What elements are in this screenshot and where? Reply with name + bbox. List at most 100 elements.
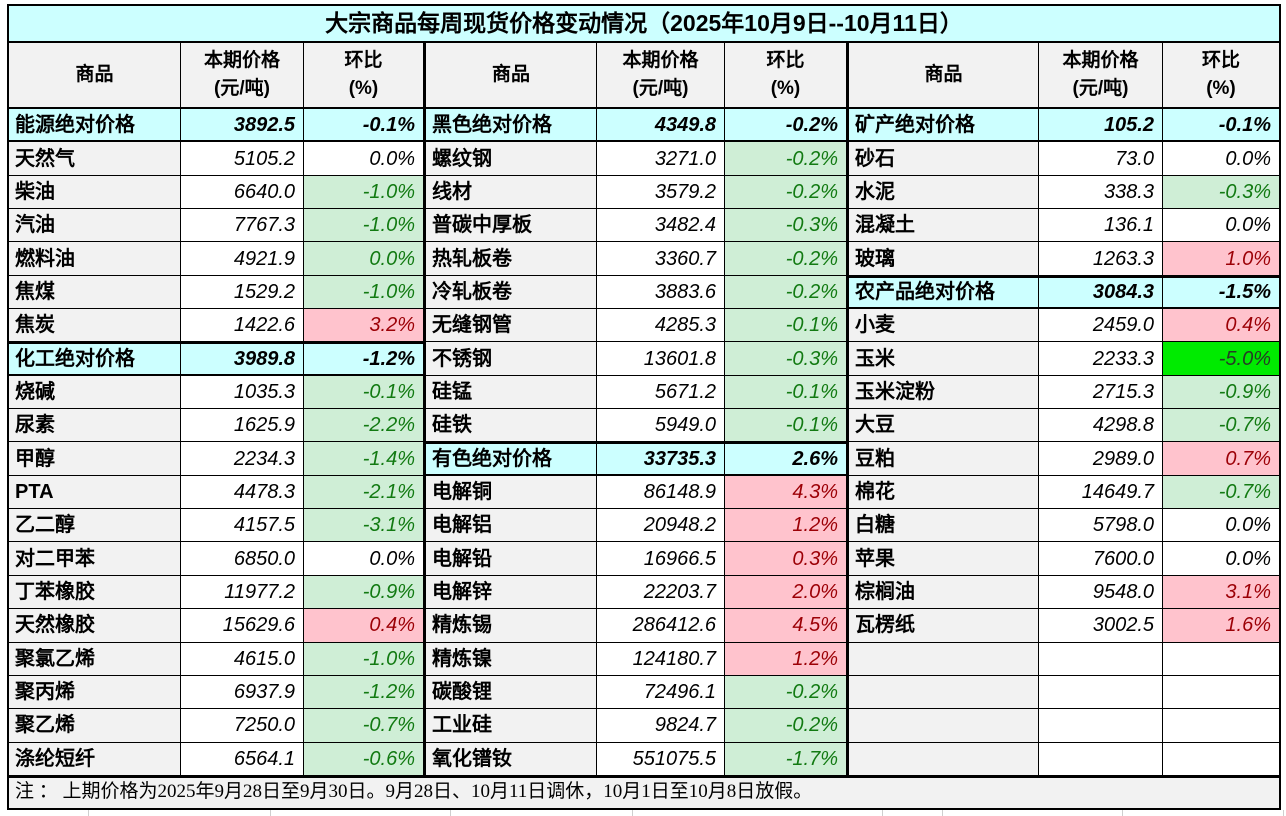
commodity-name-cell: 玉米 bbox=[849, 342, 1039, 376]
category-price-cell: 4349.8 bbox=[597, 109, 725, 143]
price-cell: 1422.6 bbox=[181, 309, 304, 343]
price-cell: 3360.7 bbox=[597, 242, 725, 276]
change-cell: -0.1% bbox=[304, 375, 426, 410]
change-cell: -1.0% bbox=[304, 642, 426, 676]
change-cell: 0.7% bbox=[1163, 442, 1279, 476]
commodity-name-cell: 精炼锡 bbox=[426, 609, 597, 643]
commodity-name-cell: 电解铝 bbox=[426, 509, 597, 543]
gridline-stub bbox=[1122, 810, 1123, 816]
header-current-price: 本期价格 (元/吨) bbox=[597, 43, 725, 109]
commodity-name-cell: 汽油 bbox=[9, 209, 181, 243]
category-change-cell: 2.6% bbox=[725, 442, 849, 476]
price-cell: 4298.8 bbox=[1039, 409, 1163, 443]
category-name-cell: 化工绝对价格 bbox=[9, 342, 181, 376]
commodity-name-cell: 棕榈油 bbox=[849, 575, 1039, 610]
price-cell: 14649.7 bbox=[1039, 475, 1163, 510]
change-cell: -0.2% bbox=[725, 675, 849, 710]
category-change-cell: -0.2% bbox=[725, 109, 849, 143]
commodity-name-cell: 电解锌 bbox=[426, 575, 597, 610]
change-cell: -2.2% bbox=[304, 409, 426, 443]
commodity-name-cell: 柴油 bbox=[9, 175, 181, 210]
price-cell: 1625.9 bbox=[181, 409, 304, 443]
price-cell: 3482.4 bbox=[597, 209, 725, 243]
commodity-name-cell: 无缝钢管 bbox=[426, 309, 597, 343]
category-price-cell: 3989.8 bbox=[181, 342, 304, 376]
gridline-stub bbox=[450, 810, 451, 816]
commodity-name-cell: 不锈钢 bbox=[426, 342, 597, 376]
commodity-name-cell: 聚丙烯 bbox=[9, 675, 181, 710]
commodity-name-cell: 氧化镨钕 bbox=[426, 742, 597, 776]
price-cell: 9824.7 bbox=[597, 709, 725, 743]
change-cell: 0.4% bbox=[1163, 309, 1279, 343]
price-cell: 5798.0 bbox=[1039, 509, 1163, 543]
change-cell: 0.0% bbox=[304, 142, 426, 176]
change-cell bbox=[1163, 742, 1279, 776]
commodity-name-cell: 焦炭 bbox=[9, 309, 181, 343]
gridline-stub bbox=[270, 810, 271, 816]
category-name-cell: 农产品绝对价格 bbox=[849, 275, 1039, 310]
commodity-name-cell: 天然橡胶 bbox=[9, 609, 181, 643]
header-current-price: 本期价格 (元/吨) bbox=[1039, 43, 1163, 109]
price-cell: 15629.6 bbox=[181, 609, 304, 643]
category-price-cell: 3084.3 bbox=[1039, 275, 1163, 310]
category-name-cell: 能源绝对价格 bbox=[9, 109, 181, 143]
price-cell: 22203.7 bbox=[597, 575, 725, 610]
change-cell: 1.2% bbox=[725, 642, 849, 676]
commodity-name-cell bbox=[849, 742, 1039, 776]
price-cell: 2233.3 bbox=[1039, 342, 1163, 376]
price-cell bbox=[1039, 709, 1163, 743]
price-cell: 2715.3 bbox=[1039, 375, 1163, 410]
category-change-cell: -0.1% bbox=[1163, 109, 1279, 143]
price-cell: 3002.5 bbox=[1039, 609, 1163, 643]
price-cell: 16966.5 bbox=[597, 542, 725, 576]
header-wow-change: 环比 (%) bbox=[725, 43, 849, 109]
change-cell: -3.1% bbox=[304, 509, 426, 543]
commodity-name-cell: 尿素 bbox=[9, 409, 181, 443]
gridline-stub bbox=[882, 810, 883, 816]
commodity-name-cell: 线材 bbox=[426, 175, 597, 210]
price-cell: 1529.2 bbox=[181, 275, 304, 310]
commodity-name-cell: 大豆 bbox=[849, 409, 1039, 443]
commodity-name-cell: 苹果 bbox=[849, 542, 1039, 576]
change-cell: -0.1% bbox=[725, 375, 849, 410]
commodity-name-cell: PTA bbox=[9, 475, 181, 510]
commodity-name-cell: 烧碱 bbox=[9, 375, 181, 410]
change-cell: 0.0% bbox=[1163, 142, 1279, 176]
commodity-name-cell: 涤纶短纤 bbox=[9, 742, 181, 776]
change-cell: -0.9% bbox=[304, 575, 426, 610]
change-cell: 4.3% bbox=[725, 475, 849, 510]
price-cell: 11977.2 bbox=[181, 575, 304, 610]
change-cell: 1.0% bbox=[1163, 242, 1279, 276]
price-cell: 4478.3 bbox=[181, 475, 304, 510]
price-cell: 3883.6 bbox=[597, 275, 725, 310]
change-cell: -1.0% bbox=[304, 175, 426, 210]
change-cell: -0.6% bbox=[304, 742, 426, 776]
change-cell: 0.0% bbox=[304, 542, 426, 576]
header-commodity: 商品 bbox=[9, 43, 181, 109]
gridline-stub bbox=[1283, 810, 1284, 816]
price-cell: 6850.0 bbox=[181, 542, 304, 576]
price-cell: 73.0 bbox=[1039, 142, 1163, 176]
category-price-cell: 3892.5 bbox=[181, 109, 304, 143]
commodity-name-cell bbox=[849, 642, 1039, 676]
commodity-name-cell: 精炼镍 bbox=[426, 642, 597, 676]
commodity-name-cell: 白糖 bbox=[849, 509, 1039, 543]
change-cell: -0.2% bbox=[725, 242, 849, 276]
commodity-name-cell: 乙二醇 bbox=[9, 509, 181, 543]
change-cell: 0.0% bbox=[304, 242, 426, 276]
commodity-name-cell: 冷轧板卷 bbox=[426, 275, 597, 310]
price-cell: 5105.2 bbox=[181, 142, 304, 176]
commodity-name-cell bbox=[849, 709, 1039, 743]
price-cell: 1263.3 bbox=[1039, 242, 1163, 276]
commodity-name-cell: 电解铅 bbox=[426, 542, 597, 576]
price-cell: 3271.0 bbox=[597, 142, 725, 176]
commodity-name-cell: 天然气 bbox=[9, 142, 181, 176]
price-cell: 286412.6 bbox=[597, 609, 725, 643]
category-name-cell: 矿产绝对价格 bbox=[849, 109, 1039, 143]
commodity-name-cell: 豆粕 bbox=[849, 442, 1039, 476]
price-cell: 13601.8 bbox=[597, 342, 725, 376]
commodity-name-cell: 瓦楞纸 bbox=[849, 609, 1039, 643]
commodity-name-cell: 棉花 bbox=[849, 475, 1039, 510]
price-cell: 4157.5 bbox=[181, 509, 304, 543]
price-cell: 2459.0 bbox=[1039, 309, 1163, 343]
